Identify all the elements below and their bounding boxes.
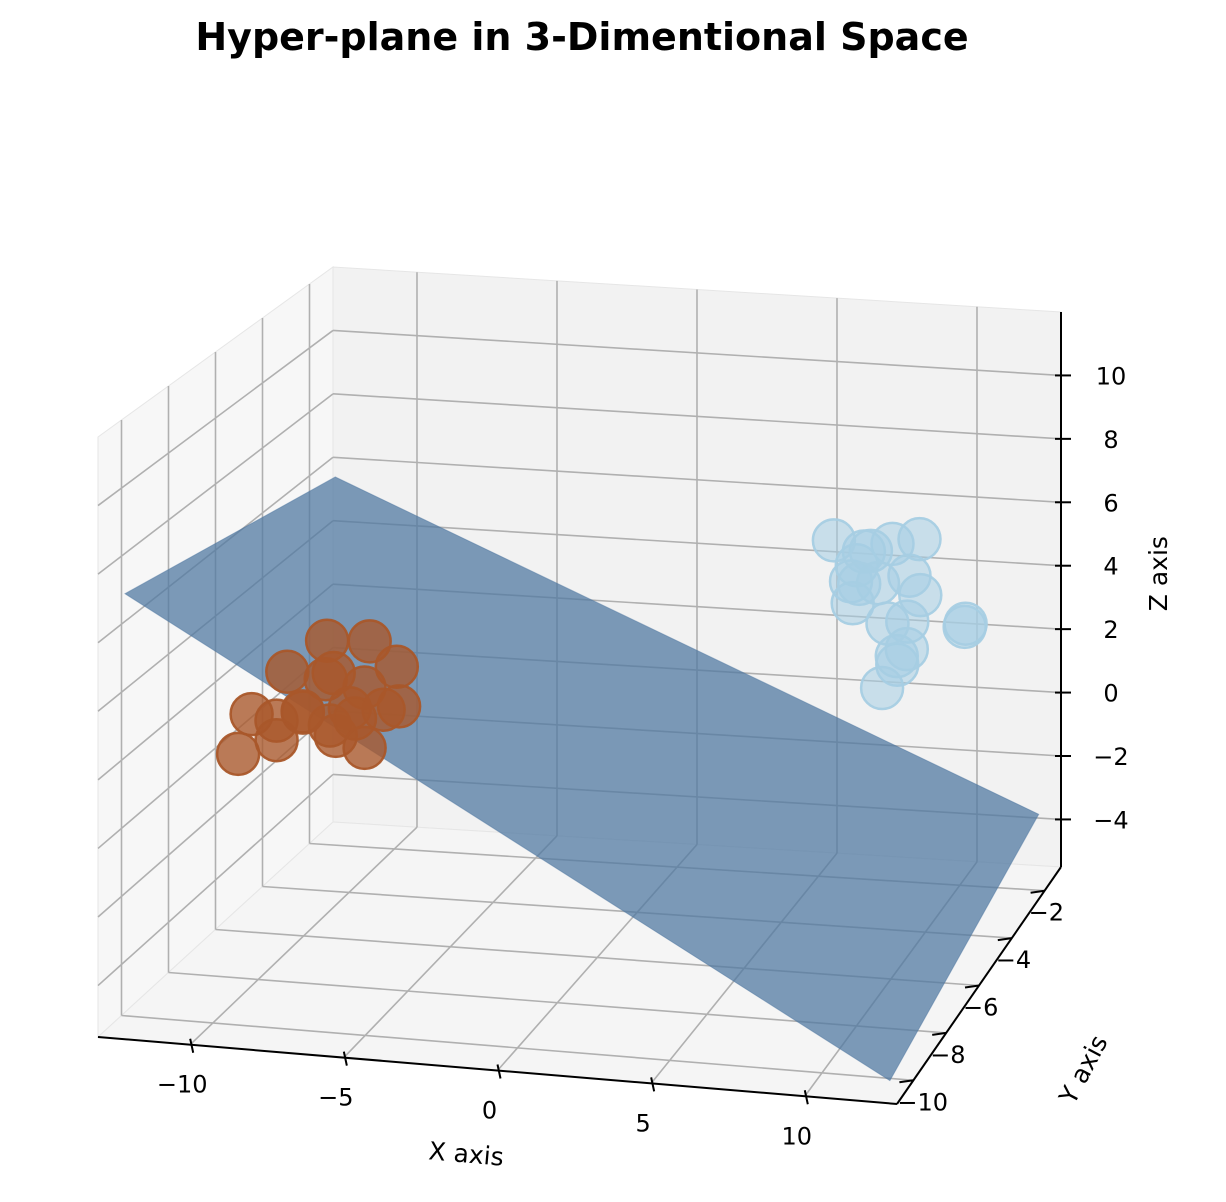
grid-z-back xyxy=(332,329,1062,377)
x-tick-label: −5 xyxy=(318,1084,353,1112)
scatter-point xyxy=(265,649,310,694)
z-tick-label: −2 xyxy=(1093,743,1128,771)
x-tick xyxy=(189,1038,195,1053)
scatter-point xyxy=(347,619,392,664)
z-tick-label: 10 xyxy=(1096,362,1127,390)
scatter-point xyxy=(898,572,943,618)
x-tick-label: 5 xyxy=(636,1109,651,1137)
grid-z-back xyxy=(332,456,1062,504)
y-tick-label: −6 xyxy=(963,994,998,1022)
x-tick-label: −10 xyxy=(157,1071,208,1099)
z-tick-label: 6 xyxy=(1103,489,1118,517)
y-tick xyxy=(964,984,980,989)
grid-z-side xyxy=(97,329,334,507)
scatter-point xyxy=(376,684,422,729)
z-tick-label: 2 xyxy=(1103,616,1118,644)
y-tick-label: −8 xyxy=(930,1041,965,1069)
grid-z-side xyxy=(97,773,334,987)
scatter-point xyxy=(943,601,988,646)
x-tick xyxy=(342,1051,348,1066)
grid-z-back xyxy=(332,393,1062,440)
grid-z-side xyxy=(97,393,334,575)
x-tick xyxy=(803,1090,809,1105)
scatter-point xyxy=(811,518,857,563)
chart-title: Hyper-plane in 3-Dimentional Space xyxy=(195,15,968,59)
x-axis-label: X axis xyxy=(428,1136,505,1171)
grid-z-back xyxy=(332,519,1062,567)
y-tick-label: −2 xyxy=(1029,899,1064,927)
grid-y-floor xyxy=(121,1014,914,1082)
z-axis-label: Z axis xyxy=(1144,536,1173,611)
scatter-series-back xyxy=(811,516,988,711)
x-tick-label: 10 xyxy=(782,1122,813,1150)
scatter-point xyxy=(342,725,387,771)
x-tick xyxy=(650,1077,656,1092)
scatter-point xyxy=(865,601,910,646)
scatter-point xyxy=(215,731,261,777)
scatter-point xyxy=(836,561,882,607)
y-axis-label: Y axis xyxy=(1053,1030,1113,1109)
y-tick xyxy=(932,1031,947,1036)
scatter-point xyxy=(859,665,905,711)
x-tick-label: 0 xyxy=(482,1097,497,1125)
y-tick xyxy=(899,1079,914,1084)
scatter-point xyxy=(897,516,942,562)
scatter-point xyxy=(254,717,299,763)
z-tick-label: 4 xyxy=(1103,553,1118,581)
x-axis-line xyxy=(97,1036,898,1105)
z-tick-label: 0 xyxy=(1103,680,1118,708)
y-tick-label: −10 xyxy=(897,1088,948,1116)
axis-ticks: −10 −5 0 5 10 −2 −4 −6 −8 −10 10 8 6 4 2 0 −2 −4 xyxy=(157,362,1129,1150)
y-tick xyxy=(1030,889,1045,894)
z-tick-label: −4 xyxy=(1093,806,1128,834)
y-tick xyxy=(997,937,1012,942)
y-tick-label: −4 xyxy=(996,946,1031,974)
scatter-series-front xyxy=(215,618,422,777)
x-tick xyxy=(496,1064,502,1079)
z-tick-label: 8 xyxy=(1103,426,1118,454)
